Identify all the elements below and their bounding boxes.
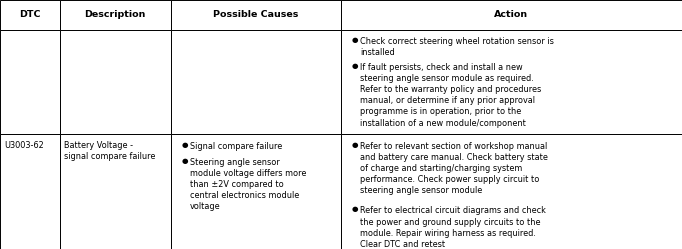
- Text: Description: Description: [85, 10, 146, 19]
- Text: ●: ●: [181, 142, 188, 148]
- Text: Possible Causes: Possible Causes: [213, 10, 299, 19]
- Text: Refer to electrical circuit diagrams and check
the power and ground supply circu: Refer to electrical circuit diagrams and…: [360, 206, 546, 249]
- Bar: [170, 0, 341, 30]
- Text: ●: ●: [352, 37, 359, 43]
- Bar: [0, 134, 60, 249]
- Bar: [341, 134, 682, 249]
- Text: ●: ●: [181, 158, 188, 164]
- Bar: [341, 30, 682, 134]
- Text: Signal compare failure: Signal compare failure: [190, 142, 282, 151]
- Text: Steering angle sensor
module voltage differs more
than ±2V compared to
central e: Steering angle sensor module voltage dif…: [190, 158, 306, 211]
- Bar: [60, 30, 170, 134]
- Text: ●: ●: [352, 63, 359, 69]
- Text: DTC: DTC: [19, 10, 41, 19]
- Bar: [170, 30, 341, 134]
- Text: ●: ●: [352, 142, 359, 148]
- Bar: [60, 0, 170, 30]
- Bar: [60, 134, 170, 249]
- Text: Refer to relevant section of workshop manual
and battery care manual. Check batt: Refer to relevant section of workshop ma…: [360, 142, 548, 195]
- Text: If fault persists, check and install a new
steering angle sensor module as requi: If fault persists, check and install a n…: [360, 63, 542, 127]
- Text: U3003-62: U3003-62: [4, 141, 44, 150]
- Bar: [0, 30, 60, 134]
- Text: Battery Voltage -
signal compare failure: Battery Voltage - signal compare failure: [64, 141, 155, 161]
- Text: Action: Action: [494, 10, 529, 19]
- Bar: [170, 134, 341, 249]
- Bar: [341, 0, 682, 30]
- Text: ●: ●: [352, 206, 359, 212]
- Text: Check correct steering wheel rotation sensor is
installed: Check correct steering wheel rotation se…: [360, 37, 554, 58]
- Bar: [0, 0, 60, 30]
